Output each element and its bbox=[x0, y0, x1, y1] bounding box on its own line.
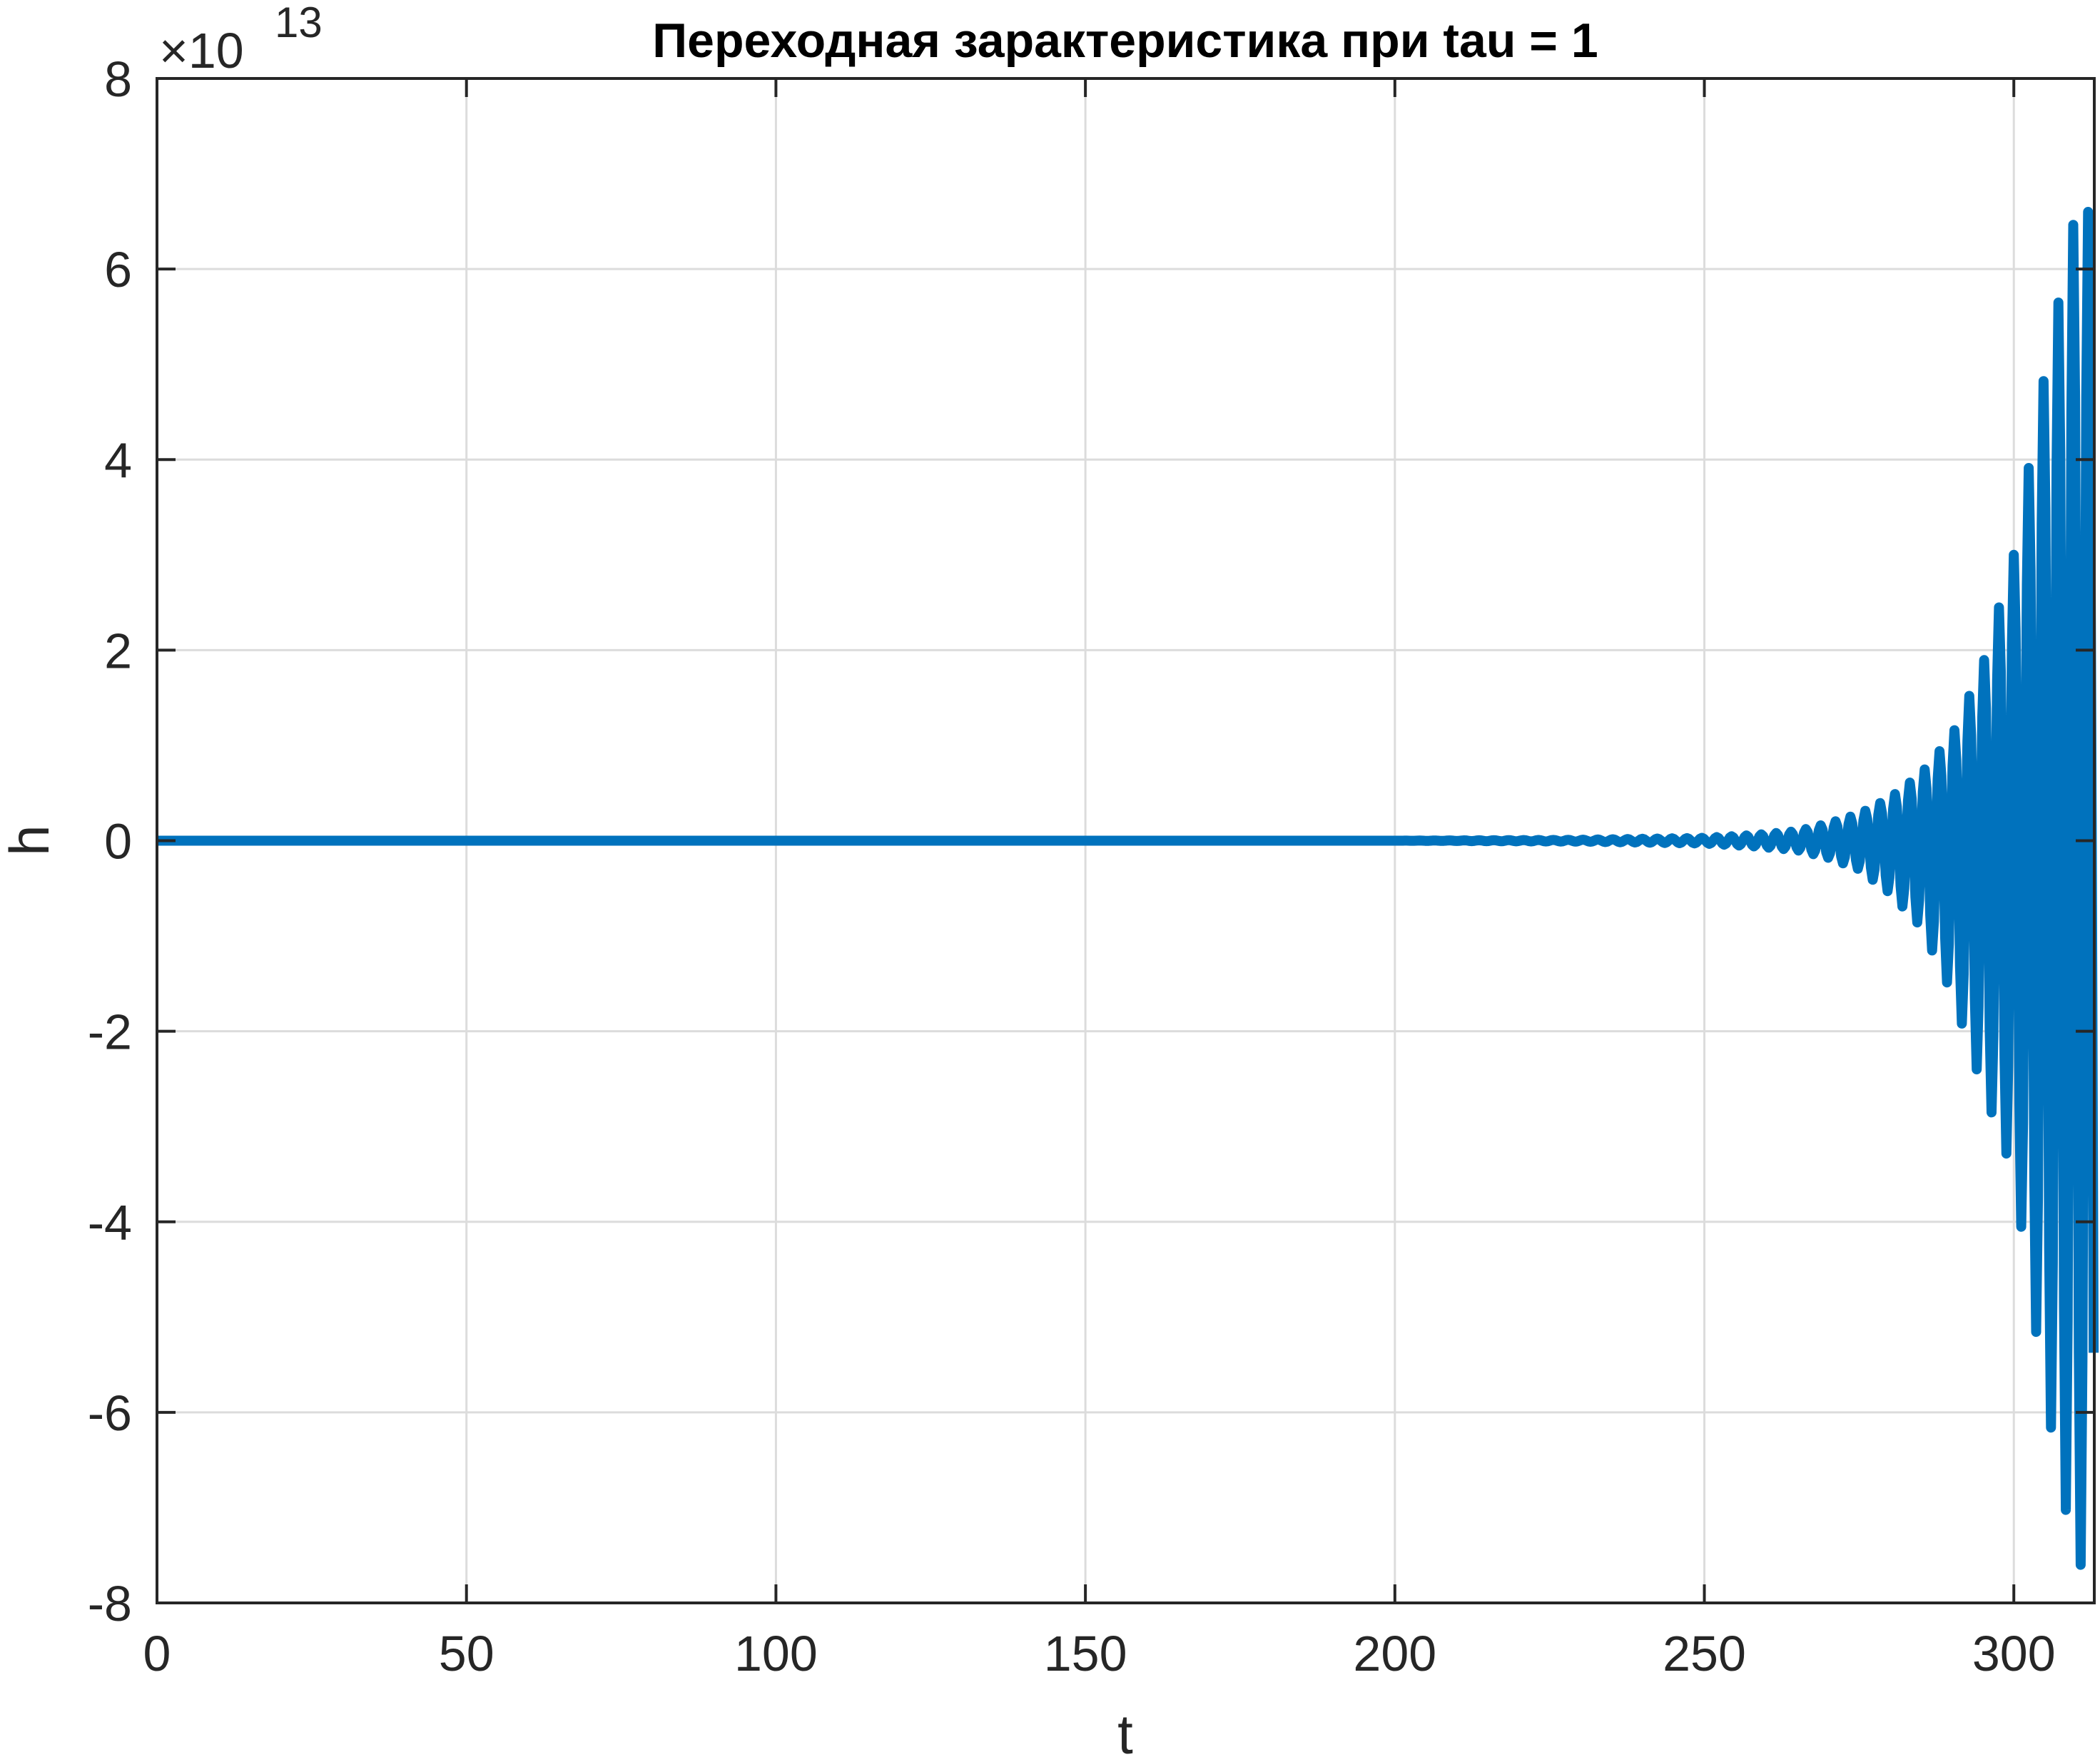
y-tick-label: 8 bbox=[104, 51, 132, 107]
y-tick-labels: -8 -6 -4 -2 0 2 4 6 8 bbox=[88, 51, 132, 1631]
data-series-h bbox=[153, 207, 2099, 1570]
chart-title: Переходная зарактеристика при tau = 1 bbox=[652, 14, 1598, 68]
y-tick-label: -6 bbox=[88, 1385, 132, 1441]
tick-marks bbox=[156, 77, 2094, 1604]
series-line-h bbox=[153, 207, 2099, 1570]
y-tick-label: 6 bbox=[104, 242, 132, 297]
x-tick-label: 50 bbox=[439, 1626, 494, 1681]
x-axis-label: t bbox=[1117, 1703, 1133, 1762]
y-axis-exponent: 13 bbox=[275, 0, 323, 46]
grid-lines bbox=[157, 78, 2094, 1603]
y-tick-label: 4 bbox=[104, 432, 132, 488]
y-tick-label: 0 bbox=[104, 814, 132, 870]
x-tick-label: 150 bbox=[1044, 1626, 1127, 1681]
y-tick-label: 2 bbox=[104, 623, 132, 678]
x-tick-label: 0 bbox=[143, 1626, 171, 1681]
y-axis-label: h bbox=[0, 825, 61, 855]
y-tick-label: -4 bbox=[88, 1195, 132, 1251]
y-axis-multiplier: ×10 bbox=[159, 23, 244, 78]
y-tick-label: -2 bbox=[88, 1004, 132, 1060]
y-tick-label: -8 bbox=[88, 1576, 132, 1631]
x-tick-label: 250 bbox=[1663, 1626, 1746, 1681]
x-tick-label: 100 bbox=[734, 1626, 818, 1681]
x-tick-label: 300 bbox=[1972, 1626, 2056, 1681]
x-tick-label: 200 bbox=[1353, 1626, 1436, 1681]
x-tick-labels: 0 50 100 150 200 250 300 bbox=[143, 1626, 2056, 1681]
